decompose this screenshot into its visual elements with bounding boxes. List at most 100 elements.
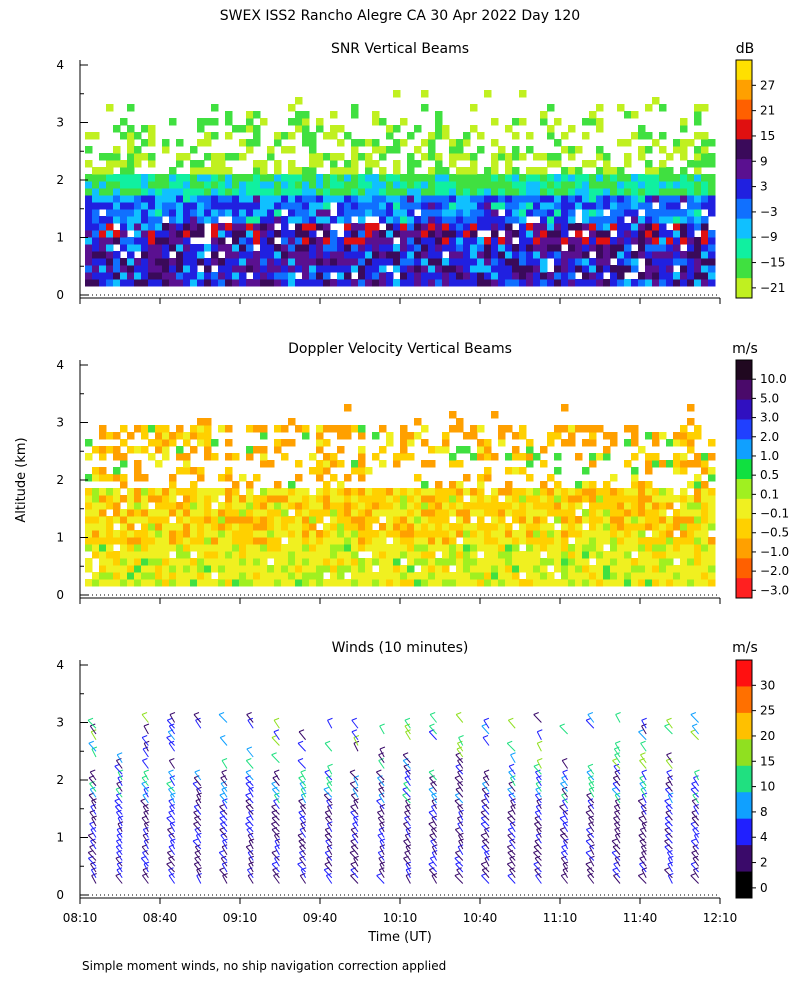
snr-cell <box>211 202 219 210</box>
doppler-cell <box>225 565 233 573</box>
wind-barb <box>219 737 228 746</box>
snr-cell <box>631 279 639 287</box>
snr-cell <box>365 265 373 273</box>
snr-cell <box>344 244 352 252</box>
doppler-cell <box>645 467 653 475</box>
doppler-cell <box>323 453 331 461</box>
snr-cell <box>421 181 429 189</box>
doppler-cell <box>666 495 674 503</box>
snr-cell <box>575 258 583 266</box>
snr-cell <box>519 258 527 266</box>
wind-barb-flag <box>537 740 543 744</box>
snr-cell <box>323 265 331 273</box>
doppler-cell <box>85 544 93 552</box>
doppler-cell <box>519 530 527 538</box>
doppler-cell <box>477 474 485 482</box>
snr-cell <box>505 251 513 259</box>
doppler-cell <box>470 530 478 538</box>
snr-cell <box>421 153 429 161</box>
snr-cell <box>134 272 142 280</box>
snr-cell <box>372 118 380 126</box>
wind-barb <box>91 748 97 758</box>
doppler-cell <box>358 502 366 510</box>
snr-cell <box>169 265 177 273</box>
snr-cell <box>694 153 702 161</box>
snr-cell <box>134 237 142 245</box>
doppler-cell <box>141 579 149 587</box>
snr-cell <box>645 230 653 238</box>
doppler-cell <box>134 509 142 517</box>
snr-cell <box>267 188 275 196</box>
doppler-cell <box>631 502 639 510</box>
snr-cell <box>309 216 317 224</box>
doppler-cell <box>148 509 156 517</box>
doppler-cell <box>477 446 485 454</box>
snr-cell <box>687 251 695 259</box>
snr-cell <box>225 181 233 189</box>
wind-barb <box>430 840 438 850</box>
doppler-cell <box>645 565 653 573</box>
doppler-cell <box>155 495 163 503</box>
snr-cell <box>92 167 100 175</box>
doppler-cell <box>421 509 429 517</box>
snr-cell <box>260 251 268 259</box>
wind-barb <box>166 783 175 792</box>
snr-cell <box>477 132 485 140</box>
doppler-cell <box>694 565 702 573</box>
snr-cell <box>435 244 443 252</box>
doppler-cell <box>421 516 429 524</box>
doppler-cell <box>449 523 457 531</box>
doppler-cell <box>491 558 499 566</box>
wind-barb-flag <box>117 752 123 756</box>
snr-cell <box>659 237 667 245</box>
doppler-cell <box>204 565 212 573</box>
snr-cell <box>246 216 254 224</box>
colorbar-swatch <box>736 238 752 259</box>
doppler-cell <box>645 523 653 531</box>
doppler-cell <box>372 579 380 587</box>
doppler-cell <box>281 565 289 573</box>
x-axis-label: Time (UT) <box>367 930 432 945</box>
wind-barb <box>641 720 647 729</box>
wind-barb-flag <box>454 873 461 876</box>
doppler-cell <box>645 572 653 580</box>
snr-cell <box>253 167 261 175</box>
wind-barb <box>535 771 542 781</box>
colorbar-swatch <box>736 198 752 220</box>
snr-cell <box>407 279 415 287</box>
doppler-cell <box>365 502 373 510</box>
doppler-cell <box>631 558 639 566</box>
snr-cell <box>582 272 590 280</box>
snr-cell <box>232 209 240 217</box>
wind-barb-flag <box>638 729 644 733</box>
doppler-cell <box>162 453 170 461</box>
snr-cell <box>526 279 534 287</box>
wind-barb-flag <box>91 798 97 802</box>
snr-cell <box>211 167 219 175</box>
snr-cell <box>169 209 177 217</box>
snr-cell <box>666 153 674 161</box>
wind-barb-flag <box>246 712 252 715</box>
doppler-cell <box>554 495 562 503</box>
snr-cell <box>134 146 142 154</box>
doppler-cell <box>218 537 226 545</box>
doppler-cell <box>407 537 415 545</box>
wind-barb-flag <box>142 867 149 871</box>
doppler-cell <box>421 502 429 510</box>
snr-cell <box>85 132 93 140</box>
snr-cell <box>470 216 478 224</box>
y-tick-label: 0 <box>56 588 64 602</box>
wind-barb-flag <box>431 873 438 876</box>
doppler-cell <box>638 537 646 545</box>
snr-cell <box>470 160 478 168</box>
snr-cell <box>659 104 667 112</box>
doppler-cell <box>540 565 548 573</box>
doppler-cell <box>575 551 583 559</box>
snr-cell <box>113 258 121 266</box>
doppler-cell <box>484 453 492 461</box>
doppler-cell <box>652 551 660 559</box>
doppler-cell <box>92 509 100 517</box>
snr-cell <box>106 195 114 203</box>
snr-cell <box>491 279 499 287</box>
